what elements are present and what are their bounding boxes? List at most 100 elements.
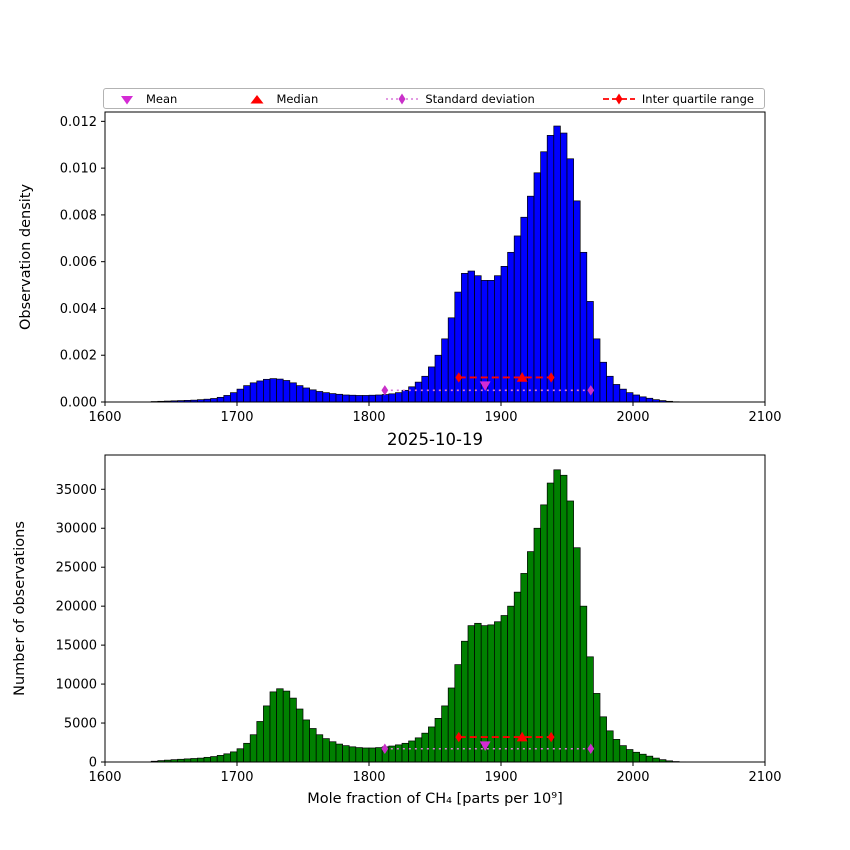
histogram-bar	[309, 728, 317, 763]
histogram-bar	[500, 615, 508, 763]
histogram-bar	[553, 125, 561, 403]
diamond-dotted-line-icon	[386, 93, 419, 104]
histogram-bar	[263, 378, 271, 403]
histogram-bar	[447, 317, 456, 403]
histogram-bar	[230, 751, 238, 763]
histogram-bar	[579, 605, 588, 763]
axes-frame	[104, 111, 766, 403]
histogram-bar	[533, 527, 541, 763]
y-tick-label: 10000	[56, 678, 97, 693]
legend: Mean Median Standard deviation Inter qua…	[103, 88, 765, 109]
histogram-bar	[414, 737, 423, 763]
histogram-bar	[421, 375, 429, 403]
histogram-bar	[626, 392, 634, 403]
legend-item-iqr: Inter quartile range	[602, 92, 754, 106]
histogram-bar	[566, 500, 574, 763]
histogram-bar	[282, 690, 291, 763]
histogram-bar	[335, 743, 343, 763]
histogram-bar	[329, 393, 337, 403]
histogram-bar	[606, 730, 614, 763]
histogram-bar	[553, 469, 561, 763]
legend-label-mean: Mean	[146, 91, 178, 106]
y-tick-label: 20000	[56, 600, 97, 615]
diamond-marker	[455, 731, 463, 743]
histogram-bar	[342, 745, 350, 763]
histogram-bar	[210, 756, 218, 763]
histogram-bar	[560, 474, 568, 763]
diamond-marker	[547, 731, 555, 743]
histogram-bar	[362, 747, 370, 763]
histogram-bar	[375, 747, 383, 763]
y-tick-label: 0.008	[60, 208, 97, 223]
histogram-bar	[474, 275, 482, 403]
triangle-up-icon	[250, 94, 264, 103]
diamond-marker	[455, 372, 463, 383]
histogram-bar	[461, 273, 469, 403]
histogram-bar	[401, 742, 409, 763]
histogram-bar	[474, 622, 482, 763]
histogram-bar	[619, 388, 627, 403]
histogram-bar	[269, 378, 277, 403]
histogram-bar	[315, 391, 324, 403]
x-axis-label: Mole fraction of CH₄ [parts per 10⁹]	[307, 791, 562, 807]
histogram-bar	[296, 385, 304, 403]
histogram-bar	[249, 734, 258, 763]
histogram-bar	[560, 132, 568, 403]
x-tick-label: 2100	[748, 410, 781, 425]
y-tick-label: 0	[89, 756, 97, 771]
diamond-marker	[547, 372, 555, 383]
histogram-bar	[236, 748, 244, 763]
y-tick-label: 30000	[56, 522, 97, 537]
legend-item-std: Standard deviation	[385, 91, 535, 106]
legend-item-median: Median	[244, 92, 318, 106]
histogram-bar	[507, 605, 515, 763]
x-tick-label: 1600	[88, 410, 121, 425]
y-tick-label: 0.002	[60, 349, 97, 364]
x-tick-label: 1800	[352, 410, 385, 425]
median-marker	[516, 372, 528, 382]
histogram-bar	[428, 366, 436, 403]
histogram-bar	[276, 688, 284, 763]
histogram-bar	[329, 741, 337, 763]
histogram-bar	[302, 387, 310, 403]
histogram-bar	[579, 251, 588, 403]
histogram-bar	[612, 739, 621, 763]
histogram-bar	[461, 640, 469, 763]
x-tick-label: 2000	[616, 770, 649, 785]
histogram-bar	[454, 291, 462, 403]
histogram-bar	[467, 625, 475, 763]
histogram-bar	[645, 397, 654, 403]
legend-item-mean: Mean	[114, 92, 177, 106]
histogram-bar	[593, 693, 601, 763]
histogram-bar	[408, 386, 416, 403]
x-tick-label: 1900	[484, 770, 517, 785]
histogram-bar	[434, 354, 442, 403]
y-tick-label: 0.000	[60, 396, 97, 411]
legend-label-std: Standard deviation	[425, 91, 535, 106]
histogram-bar	[566, 158, 574, 403]
histogram-bar	[546, 135, 555, 403]
y-tick-label: 15000	[56, 639, 97, 654]
histogram-bar	[639, 396, 647, 403]
histogram-bar	[368, 747, 376, 763]
histogram-bar	[626, 749, 634, 763]
histogram-bar	[494, 621, 502, 763]
histogram-bar	[236, 388, 244, 403]
histogram-bar	[428, 726, 436, 763]
histogram-bar	[243, 742, 251, 763]
y-tick-label: 0.004	[60, 302, 97, 317]
histogram-bar	[494, 275, 502, 403]
diamond-marker	[381, 743, 389, 754]
histogram-bar	[243, 385, 251, 403]
histogram-bar	[606, 375, 614, 403]
histogram-bar	[381, 394, 390, 403]
histogram-bar	[223, 395, 231, 403]
histogram-bar	[322, 392, 330, 403]
y-axis-label: Number of observations	[12, 521, 28, 696]
histogram-bar	[434, 718, 442, 763]
x-tick-label: 1800	[352, 770, 385, 785]
histogram-bar	[256, 721, 264, 763]
diamond-marker	[587, 385, 595, 396]
histogram-bar	[632, 394, 640, 403]
